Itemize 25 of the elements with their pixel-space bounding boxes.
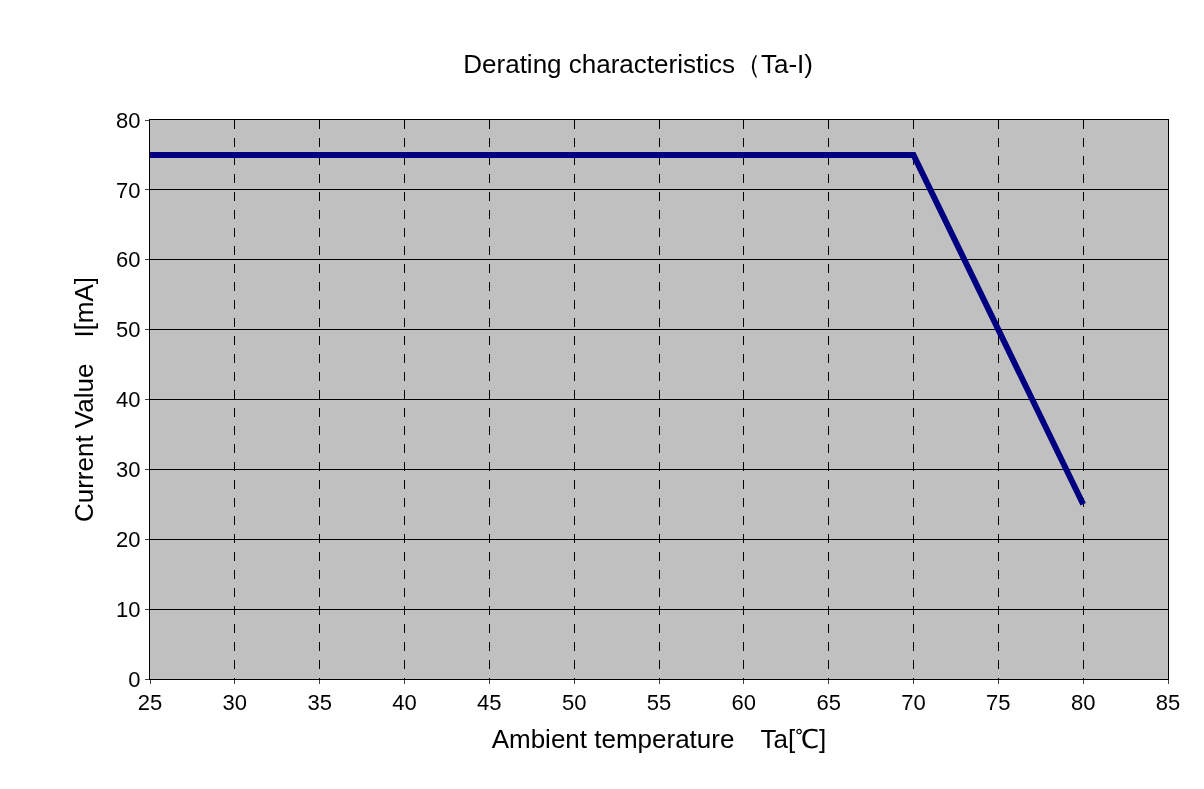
x-tick-label: 70 bbox=[901, 690, 926, 716]
y-tick-label: 0 bbox=[128, 666, 141, 692]
x-tick-label: 75 bbox=[986, 690, 1011, 716]
x-tick-label: 80 bbox=[1070, 690, 1096, 716]
y-tick-label: 60 bbox=[116, 247, 141, 273]
y-tick-label: 30 bbox=[116, 457, 141, 483]
x-tick-label: 55 bbox=[646, 690, 672, 716]
y-tick-label: 40 bbox=[116, 387, 141, 413]
x-axis-title: Ambient temperature Ta[℃] bbox=[491, 724, 827, 755]
y-tick-label: 80 bbox=[116, 107, 141, 133]
y-tick-label: 20 bbox=[116, 526, 141, 552]
x-tick-label: 25 bbox=[137, 690, 163, 716]
x-tick-label: 45 bbox=[477, 690, 502, 716]
chart-title: Derating characteristics（Ta-I) bbox=[463, 49, 813, 80]
y-tick-label: 70 bbox=[116, 177, 141, 203]
x-tick-label: 85 bbox=[1155, 690, 1181, 716]
x-tick-label: 35 bbox=[307, 690, 332, 716]
y-tick-label: 10 bbox=[116, 596, 141, 622]
y-tick-label: 50 bbox=[116, 317, 141, 343]
x-tick-label: 50 bbox=[561, 690, 587, 716]
y-axis-title: Current Value I[mA] bbox=[68, 276, 99, 523]
x-tick-label: 60 bbox=[731, 690, 757, 716]
x-tick-label: 30 bbox=[222, 690, 248, 716]
x-tick-label: 65 bbox=[816, 690, 841, 716]
x-tick-label: 40 bbox=[392, 690, 417, 716]
